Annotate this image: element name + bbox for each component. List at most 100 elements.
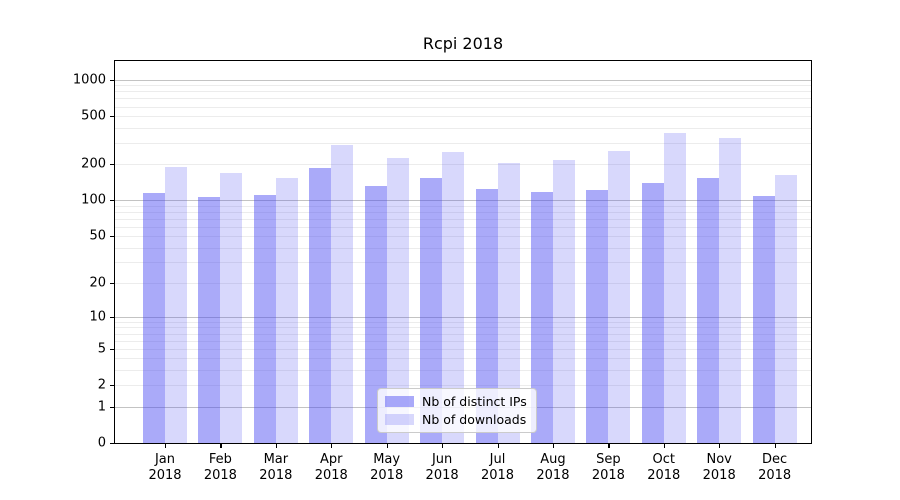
major-gridline xyxy=(115,316,811,318)
x-tick-label: Jun 2018 xyxy=(406,452,478,484)
bar-downloads-nov xyxy=(719,138,742,443)
x-tick-label: Nov 2018 xyxy=(683,452,755,484)
chart-title: Rcpi 2018 xyxy=(422,34,504,53)
minor-gridline xyxy=(115,236,811,238)
x-tick-month: Apr xyxy=(320,452,343,467)
bar-distinct-ips-dec xyxy=(752,196,775,443)
y-tick-label: 1 xyxy=(97,399,106,415)
x-tick-mark xyxy=(663,443,665,448)
x-tick-label: Feb 2018 xyxy=(184,452,256,484)
major-gridline xyxy=(115,79,811,81)
x-tick-year: 2018 xyxy=(702,468,736,483)
x-tick-label: May 2018 xyxy=(351,452,423,484)
x-tick-year: 2018 xyxy=(536,468,570,483)
y-tick-label: 100 xyxy=(81,192,106,208)
bar-downloads-feb xyxy=(220,173,243,443)
bar-downloads-apr xyxy=(331,144,354,443)
y-tick-mark xyxy=(110,385,115,387)
minor-gridline xyxy=(115,327,811,329)
x-tick-label: Apr 2018 xyxy=(295,452,367,484)
legend-label: Nb of distinct IPs xyxy=(422,394,527,409)
bar-downloads-jun xyxy=(442,152,465,443)
x-tick-month: Jun xyxy=(431,452,453,467)
x-tick-mark xyxy=(608,443,610,448)
y-tick-label: 0 xyxy=(97,435,106,451)
x-tick-month: Aug xyxy=(540,452,566,467)
x-tick-month: Oct xyxy=(652,452,675,467)
minor-gridline xyxy=(115,164,811,166)
minor-gridline xyxy=(115,282,811,284)
bar-distinct-ips-jan xyxy=(143,193,165,443)
y-tick-label: 1000 xyxy=(72,72,106,88)
legend: Nb of distinct IPs Nb of downloads xyxy=(377,388,537,433)
x-tick-label: Aug 2018 xyxy=(517,452,589,484)
y-tick-label: 50 xyxy=(89,228,106,244)
minor-gridline xyxy=(115,226,811,228)
y-tick-mark xyxy=(110,316,115,319)
bar-downloads-aug xyxy=(552,159,575,443)
x-tick-year: 2018 xyxy=(314,468,348,483)
bar-downloads-dec xyxy=(774,175,797,443)
bar-distinct-ips-may xyxy=(364,186,387,443)
major-gridline xyxy=(115,200,811,202)
y-tick-mark xyxy=(110,282,115,285)
minor-gridline xyxy=(115,127,811,129)
x-tick-year: 2018 xyxy=(259,468,293,483)
bar-distinct-ips-oct xyxy=(641,182,664,443)
legend-label: Nb of downloads xyxy=(422,412,527,427)
y-tick-label: 5 xyxy=(97,341,106,357)
x-tick-mark xyxy=(331,443,333,448)
y-tick-mark xyxy=(110,79,115,81)
x-tick-month: Jan xyxy=(154,452,176,467)
legend-swatch-downloads xyxy=(385,414,414,425)
x-tick-label: Dec 2018 xyxy=(739,452,811,484)
legend-row: Nb of distinct IPs xyxy=(385,394,527,409)
x-tick-mark xyxy=(497,443,499,448)
x-tick-year: 2018 xyxy=(148,468,182,483)
minor-gridline xyxy=(115,98,811,100)
y-tick-mark xyxy=(110,116,115,118)
x-tick-month: Dec xyxy=(762,452,788,467)
minor-gridline xyxy=(115,106,811,108)
y-tick-label: 20 xyxy=(89,275,106,291)
plot-area: Nb of distinct IPs Nb of downloads xyxy=(114,60,812,444)
minor-gridline xyxy=(115,211,811,213)
x-tick-month: Nov xyxy=(706,452,732,467)
x-tick-year: 2018 xyxy=(591,468,625,483)
minor-gridline xyxy=(115,358,811,360)
x-tick-label: Jan 2018 xyxy=(129,452,201,484)
x-tick-mark xyxy=(774,443,776,448)
y-tick-mark xyxy=(110,348,115,350)
x-tick-mark xyxy=(719,443,721,448)
bar-distinct-ips-nov xyxy=(697,178,720,443)
y-tick-mark xyxy=(110,164,115,166)
bar-downloads-jan xyxy=(165,167,187,443)
legend-row: Nb of downloads xyxy=(385,412,527,427)
minor-gridline xyxy=(115,205,811,207)
minor-gridline xyxy=(115,340,811,342)
minor-gridline xyxy=(115,91,811,93)
y-tick-label: 2 xyxy=(97,377,106,393)
minor-gridline xyxy=(115,116,811,118)
x-tick-mark xyxy=(220,443,222,448)
minor-gridline xyxy=(115,85,811,87)
x-tick-label: Oct 2018 xyxy=(628,452,700,484)
minor-gridline xyxy=(115,218,811,220)
x-tick-year: 2018 xyxy=(203,468,237,483)
minor-gridline xyxy=(115,370,811,372)
x-tick-year: 2018 xyxy=(370,468,404,483)
minor-gridline xyxy=(115,333,811,335)
y-tick-label: 10 xyxy=(89,309,106,325)
y-tick-label: 200 xyxy=(81,156,106,172)
bar-downloads-may xyxy=(386,157,409,443)
y-tick-mark xyxy=(110,406,115,408)
y-tick-mark xyxy=(110,200,115,202)
x-tick-year: 2018 xyxy=(480,468,515,483)
bar-downloads-sep xyxy=(608,150,631,443)
x-tick-month: Mar xyxy=(263,452,289,467)
minor-gridline xyxy=(115,385,811,387)
x-tick-mark xyxy=(386,443,388,448)
bar-distinct-ips-jul xyxy=(475,188,498,443)
x-tick-month: Feb xyxy=(208,452,232,467)
